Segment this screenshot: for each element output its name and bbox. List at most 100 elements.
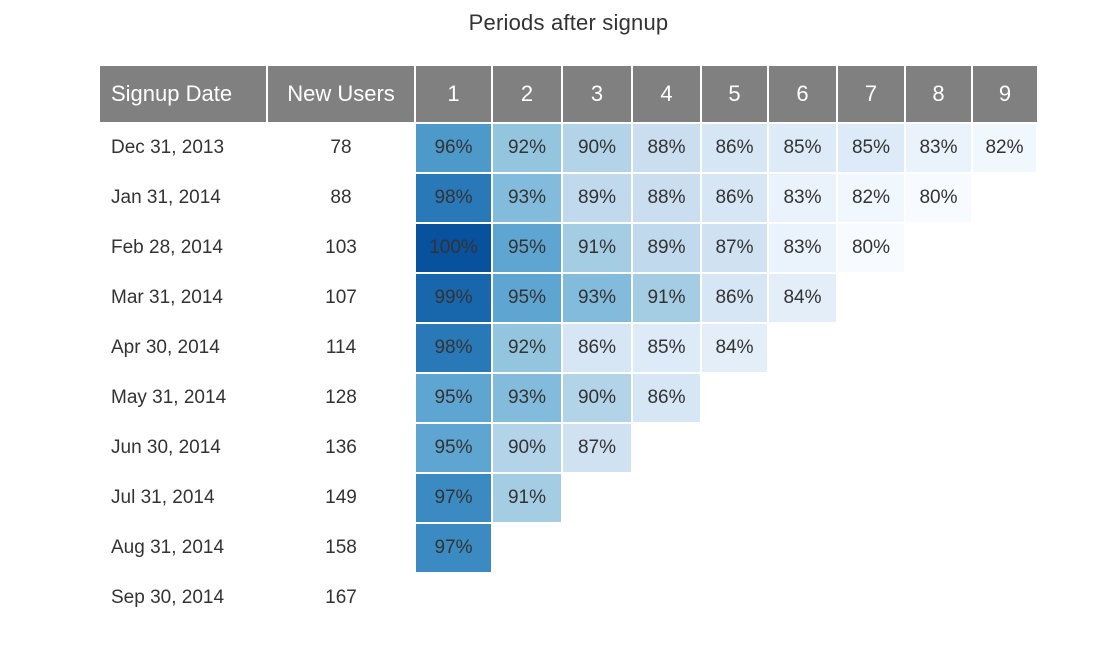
header-period-2: 2 — [492, 66, 563, 123]
retention-cell: 95% — [492, 223, 563, 274]
signup-date-cell: Jul 31, 2014 — [100, 473, 268, 524]
retention-cell: 82% — [837, 173, 906, 224]
empty-cell — [415, 573, 493, 624]
retention-cell: 90% — [562, 122, 633, 174]
cohort-row: Apr 30, 2014 114 98% 92% 86% 85% 84% — [100, 323, 1038, 374]
retention-cell: 85% — [837, 122, 906, 174]
cohort-row: Aug 31, 2014 158 97% — [100, 523, 1038, 574]
empty-cell — [905, 223, 973, 274]
cohort-retention-table: Signup Date New Users 1 2 3 4 5 6 7 8 9 Dec 31, 20… — [100, 66, 1038, 624]
empty-cell — [905, 373, 973, 424]
new-users-cell: 167 — [267, 573, 416, 624]
empty-cell — [701, 523, 769, 574]
retention-cell: 84% — [768, 273, 838, 324]
empty-cell — [632, 573, 702, 624]
empty-cell — [701, 573, 769, 624]
retention-cell: 86% — [562, 323, 633, 374]
empty-cell — [768, 573, 838, 624]
retention-cell: 80% — [905, 173, 973, 224]
retention-cell: 96% — [415, 122, 493, 174]
retention-cell: 93% — [492, 373, 563, 424]
empty-cell — [632, 523, 702, 574]
signup-date-cell: Sep 30, 2014 — [100, 573, 268, 624]
signup-date-cell: Apr 30, 2014 — [100, 323, 268, 374]
new-users-cell: 158 — [267, 523, 416, 574]
header-period-8: 8 — [905, 66, 973, 123]
empty-cell — [701, 373, 769, 424]
header-period-6: 6 — [768, 66, 838, 123]
retention-cell: 99% — [415, 273, 493, 324]
empty-cell — [972, 423, 1038, 474]
empty-cell — [972, 573, 1038, 624]
retention-cell: 90% — [562, 373, 633, 424]
retention-cell: 86% — [701, 173, 769, 224]
empty-cell — [905, 473, 973, 524]
header-signup-date: Signup Date — [100, 66, 268, 123]
empty-cell — [972, 373, 1038, 424]
cohort-row: Feb 28, 2014 103 100% 95% 91% 89% 87% 83% 80% — [100, 223, 1038, 274]
retention-cell: 85% — [632, 323, 702, 374]
cohort-row: Jun 30, 2014 136 95% 90% 87% — [100, 423, 1038, 474]
empty-cell — [837, 273, 906, 324]
new-users-cell: 128 — [267, 373, 416, 424]
retention-cell: 83% — [768, 173, 838, 224]
new-users-cell: 88 — [267, 173, 416, 224]
retention-cell: 89% — [632, 223, 702, 274]
empty-cell — [768, 523, 838, 574]
new-users-cell: 149 — [267, 473, 416, 524]
empty-cell — [837, 523, 906, 574]
retention-cell: 91% — [632, 273, 702, 324]
empty-cell — [972, 473, 1038, 524]
header-period-1: 1 — [415, 66, 493, 123]
signup-date-cell: Jan 31, 2014 — [100, 173, 268, 224]
empty-cell — [562, 473, 633, 524]
empty-cell — [837, 423, 906, 474]
new-users-cell: 136 — [267, 423, 416, 474]
retention-cell: 84% — [701, 323, 769, 374]
retention-cell: 92% — [492, 323, 563, 374]
retention-cell: 83% — [905, 122, 973, 174]
empty-cell — [701, 473, 769, 524]
retention-cell: 98% — [415, 173, 493, 224]
new-users-cell: 107 — [267, 273, 416, 324]
retention-cell: 93% — [562, 273, 633, 324]
empty-cell — [905, 423, 973, 474]
retention-cell: 97% — [415, 473, 493, 524]
empty-cell — [905, 273, 973, 324]
empty-cell — [905, 573, 973, 624]
empty-cell — [632, 473, 702, 524]
empty-cell — [768, 473, 838, 524]
retention-cell: 100% — [415, 223, 493, 274]
empty-cell — [837, 573, 906, 624]
retention-cell: 98% — [415, 323, 493, 374]
cohort-row: Jul 31, 2014 149 97% 91% — [100, 473, 1038, 524]
signup-date-cell: Mar 31, 2014 — [100, 273, 268, 324]
signup-date-cell: Jun 30, 2014 — [100, 423, 268, 474]
header-new-users: New Users — [267, 66, 416, 123]
retention-cell: 88% — [632, 122, 702, 174]
signup-date-cell: Dec 31, 2013 — [100, 122, 268, 174]
header-period-9: 9 — [972, 66, 1037, 123]
empty-cell — [492, 523, 563, 574]
signup-date-cell: Aug 31, 2014 — [100, 523, 268, 574]
empty-cell — [837, 323, 906, 374]
cohort-row: May 31, 2014 128 95% 93% 90% 86% — [100, 373, 1038, 424]
empty-cell — [972, 273, 1038, 324]
retention-cell: 83% — [768, 223, 838, 274]
empty-cell — [768, 373, 838, 424]
empty-cell — [837, 373, 906, 424]
retention-cell: 86% — [701, 122, 769, 174]
retention-cell: 90% — [492, 423, 563, 474]
header-period-5: 5 — [701, 66, 769, 123]
retention-cell: 87% — [562, 423, 633, 474]
retention-cell: 95% — [415, 423, 493, 474]
empty-cell — [905, 523, 973, 574]
signup-date-cell: May 31, 2014 — [100, 373, 268, 424]
empty-cell — [972, 323, 1038, 374]
retention-cell: 87% — [701, 223, 769, 274]
new-users-cell: 103 — [267, 223, 416, 274]
empty-cell — [701, 423, 769, 474]
retention-cell: 85% — [768, 122, 838, 174]
retention-cell: 82% — [972, 122, 1038, 174]
new-users-cell: 78 — [267, 122, 416, 174]
